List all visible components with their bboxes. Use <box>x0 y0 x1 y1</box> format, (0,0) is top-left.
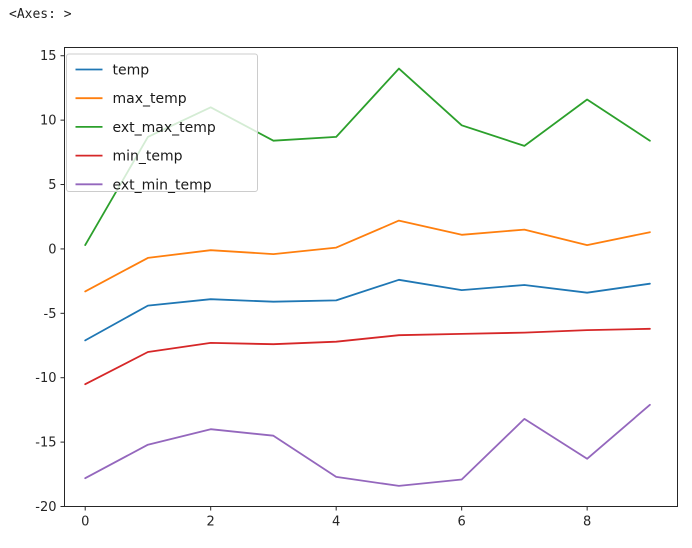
axes-repr-text: <Axes: > <box>9 7 72 22</box>
series-line-temp <box>84 278 651 342</box>
y-tick-label: -5 <box>44 307 57 322</box>
y-tick-label: -20 <box>35 500 56 515</box>
y-tick-label: -10 <box>35 371 56 386</box>
x-tick-label: 2 <box>207 515 215 530</box>
series-line-min_temp <box>84 327 651 386</box>
y-tick-label: 15 <box>40 49 57 64</box>
x-tick-label: 8 <box>583 515 591 530</box>
plot-frame <box>64 47 678 507</box>
y-tick-label: 0 <box>48 242 56 257</box>
legend-label-ext_max_temp: ext_max_temp <box>113 120 216 136</box>
y-tick-label: 5 <box>48 178 56 193</box>
x-tick-label: 6 <box>458 515 466 530</box>
series-line-max_temp <box>84 219 651 293</box>
legend-label-temp: temp <box>113 63 150 79</box>
legend-label-max_temp: max_temp <box>113 91 187 107</box>
legend-label-ext_min_temp: ext_min_temp <box>113 177 212 193</box>
legend-label-min_temp: min_temp <box>113 149 183 165</box>
y-tick-label: -15 <box>35 436 56 451</box>
x-tick-label: 4 <box>332 515 340 530</box>
series-line-ext_min_temp <box>84 403 651 487</box>
legend-box <box>66 53 258 192</box>
x-tick-label: 0 <box>81 515 89 530</box>
y-tick-label: 10 <box>40 114 57 129</box>
